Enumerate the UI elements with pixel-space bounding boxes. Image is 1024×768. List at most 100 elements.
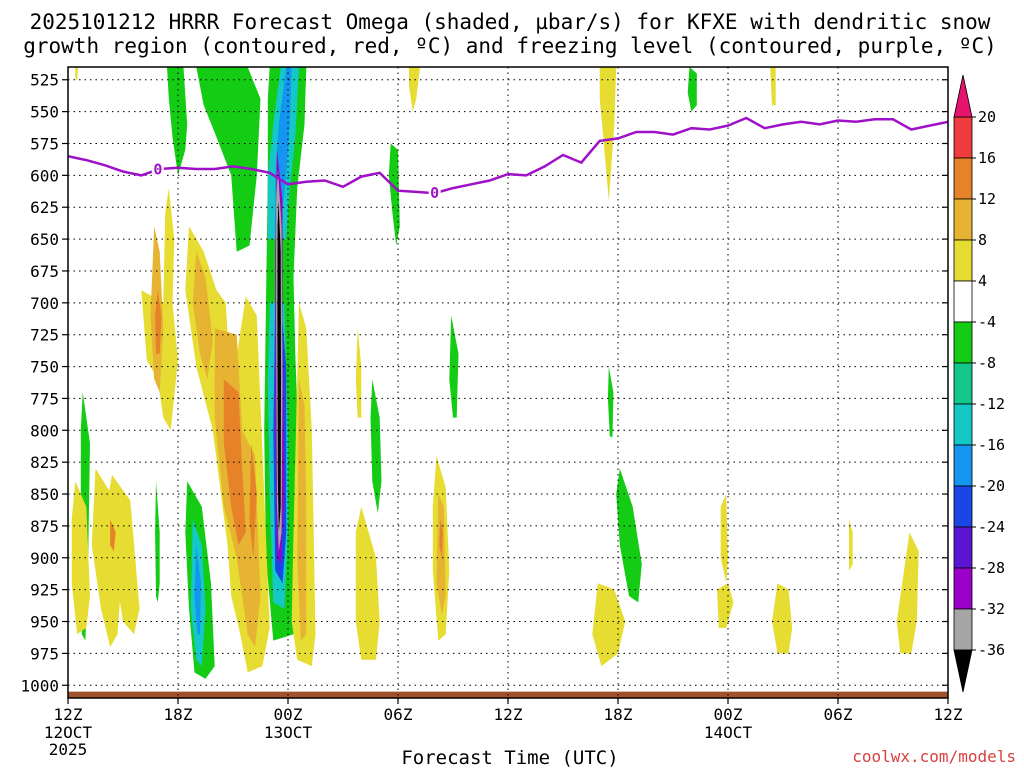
colorbar-band	[953, 280, 973, 323]
omega-region	[167, 67, 188, 176]
colorbar: 20 16 12 8 4 -4 -8 -12 -16 -20 -24 -28 -32 -36	[953, 74, 1005, 693]
omega-region	[687, 67, 697, 112]
colorbar-label: 16	[978, 149, 996, 167]
omega-region	[592, 583, 626, 667]
omega-region	[155, 290, 162, 354]
freezing-level-label: 0	[153, 161, 162, 179]
y-tick-label: 675	[30, 262, 59, 281]
y-tick-label: 650	[30, 230, 59, 249]
y-tick-label: 975	[30, 644, 59, 663]
omega-region	[607, 366, 614, 437]
y-tick-label: 775	[30, 389, 59, 408]
y-tick-label: 550	[30, 103, 59, 122]
colorbar-label: -4	[978, 313, 996, 331]
omega-region	[720, 494, 728, 584]
omega-region	[249, 443, 257, 558]
y-tick-label: 625	[30, 198, 59, 217]
colorbar-band	[953, 608, 973, 651]
x-tick-label: 12Z	[494, 705, 523, 724]
omega-region	[355, 328, 362, 418]
x-tick-date: 13OCT	[264, 723, 313, 742]
colorbar-label: -12	[978, 395, 1005, 413]
omega-region	[717, 583, 734, 628]
y-tick-label: 725	[30, 326, 59, 345]
colorbar-band	[953, 321, 973, 364]
freezing-level-line	[68, 116, 948, 195]
colorbar-band	[953, 526, 973, 569]
y-tick-label: 875	[30, 517, 59, 536]
colorbar-label: -24	[978, 518, 1005, 536]
omega-region	[355, 506, 380, 660]
omega-region	[223, 379, 246, 545]
colorbar-label: -8	[978, 354, 996, 372]
x-tick-label: 18Z	[164, 705, 193, 724]
omega-region	[388, 143, 400, 246]
colorbar-label: 12	[978, 190, 996, 208]
freezing-level-label: 0	[430, 184, 439, 202]
omega-region	[616, 468, 642, 603]
x-tick-label: 00Z	[274, 705, 303, 724]
colorbar-label: 8	[978, 231, 987, 249]
omega-region	[599, 67, 617, 201]
y-tick-label: 900	[30, 549, 59, 568]
x-tick-year: 2025	[49, 740, 88, 759]
y-tick-label: 925	[30, 581, 59, 600]
x-tick-label: 12Z	[934, 705, 963, 724]
colorbar-band	[953, 157, 973, 200]
colorbar-label: 4	[978, 272, 987, 290]
omega-region	[370, 379, 382, 514]
y-tick-label: 850	[30, 485, 59, 504]
y-tick-label: 950	[30, 613, 59, 632]
omega-region	[896, 532, 919, 654]
omega-region	[277, 200, 281, 533]
omega-region	[192, 251, 213, 380]
omega-region	[439, 519, 443, 558]
x-tick-date: 12OCT	[44, 723, 93, 742]
title-block: 2025101212 HRRR Forecast Omega (shaded, …	[23, 10, 997, 58]
omega-region	[71, 481, 90, 635]
colorbar-band	[953, 485, 973, 528]
colorbar-label: -36	[978, 641, 1005, 659]
omega-region	[196, 67, 261, 252]
y-axis: 525 550 575 600 625 650 675 700 725 750 775 800 825 8…	[20, 71, 948, 695]
y-tick-label: 1000	[20, 676, 59, 695]
colorbar-bottom-arrow	[953, 649, 973, 693]
chart-title-line2: growth region (contoured, red, ºC) and f…	[23, 34, 997, 58]
x-tick-label: 00Z	[714, 705, 743, 724]
y-tick-label: 575	[30, 134, 59, 153]
colorbar-band	[953, 362, 973, 405]
gridlines	[68, 67, 948, 698]
y-tick-label: 750	[30, 358, 59, 377]
colorbar-band	[953, 239, 973, 282]
credit-text: coolwx.com/models	[852, 747, 1016, 766]
omega-region	[110, 519, 116, 552]
colorbar-band	[953, 444, 973, 487]
colorbar-label: -28	[978, 559, 1005, 577]
freezing-label-bg	[428, 185, 441, 201]
freezing-level-contour: 00	[68, 116, 948, 202]
omega-region	[194, 545, 201, 635]
colorbar-label: -32	[978, 600, 1005, 618]
x-tick-label: 18Z	[604, 705, 633, 724]
omega-region	[772, 583, 793, 654]
omega-region	[409, 67, 420, 112]
x-tick-label: 12Z	[54, 705, 83, 724]
omega-region	[297, 379, 307, 641]
colorbar-band	[953, 403, 973, 446]
y-tick-label: 800	[30, 421, 59, 440]
colorbar-top-arrow	[953, 74, 973, 118]
colorbar-band	[953, 567, 973, 610]
omega-region	[155, 481, 160, 603]
x-tick-label: 06Z	[824, 705, 853, 724]
omega-region	[75, 67, 79, 80]
x-axis-label: Forecast Time (UTC)	[401, 747, 618, 768]
x-tick-label: 06Z	[384, 705, 413, 724]
y-tick-label: 525	[30, 71, 59, 90]
omega-region	[770, 67, 776, 106]
y-tick-label: 700	[30, 294, 59, 313]
plot-area: 00	[67, 66, 949, 699]
colorbar-band	[953, 198, 973, 241]
colorbar-label: -16	[978, 436, 1005, 454]
